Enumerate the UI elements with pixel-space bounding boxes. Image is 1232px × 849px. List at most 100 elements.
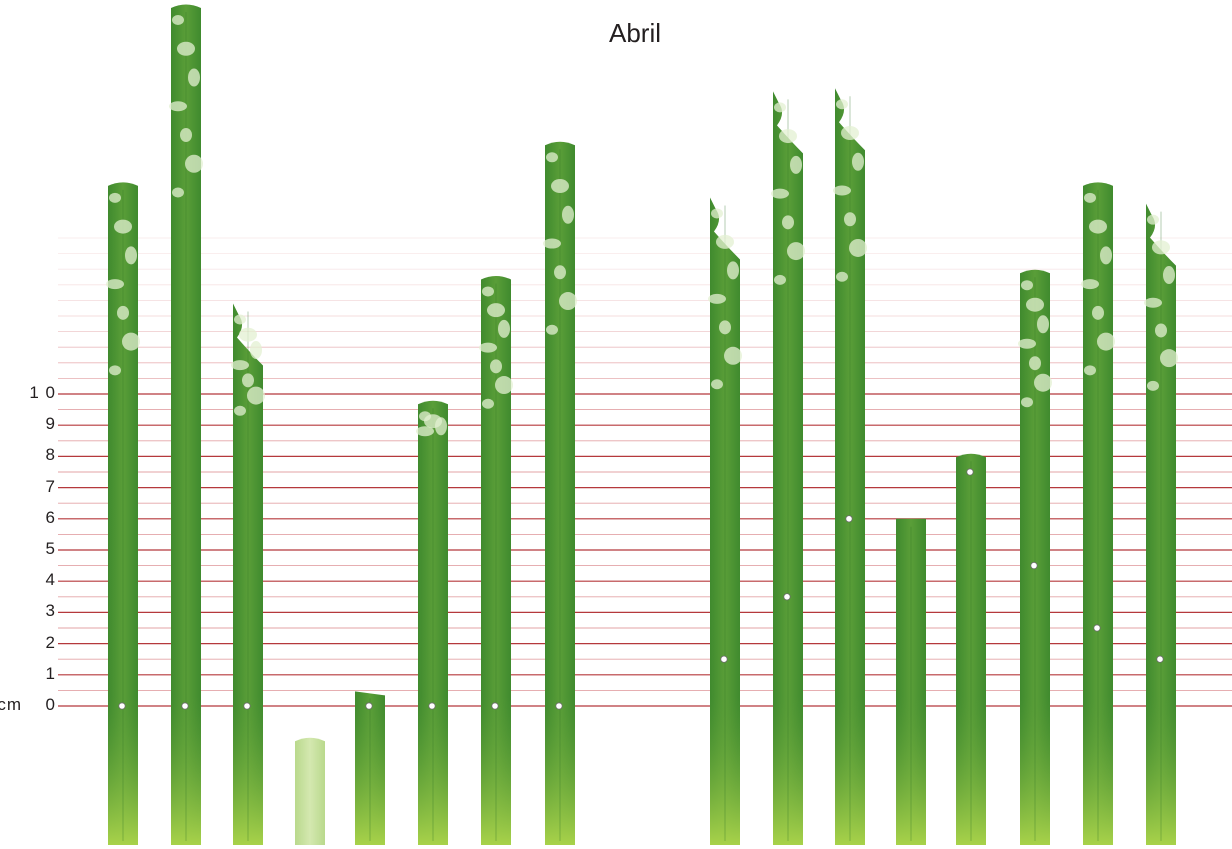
- leaf-spot: [1021, 280, 1033, 291]
- leaf-spot: [833, 185, 851, 196]
- leaf-spot: [790, 155, 802, 174]
- leaf-spot: [1089, 219, 1107, 234]
- leaf-spot: [490, 359, 502, 374]
- leaf-marker: [181, 702, 189, 710]
- leaf-spot: [719, 320, 731, 335]
- leaf-marker: [845, 515, 853, 523]
- leaf-spot: [242, 373, 254, 388]
- leaf-spot: [551, 179, 569, 194]
- leaf-base: [1146, 696, 1176, 845]
- leaf-base: [896, 696, 926, 845]
- leaf-marker: [1030, 561, 1038, 570]
- leaf-bar: [295, 737, 325, 845]
- leaf-base: [545, 696, 575, 845]
- leaf-spot: [554, 265, 566, 280]
- leaf-bar: [708, 197, 742, 845]
- leaf-base: [418, 696, 448, 845]
- leaf-bar: [956, 453, 986, 845]
- leaf-marker: [1156, 655, 1164, 663]
- leaf-spot: [1026, 297, 1044, 312]
- leaf-bar: [169, 4, 203, 845]
- leaf-bar: [106, 182, 140, 846]
- leaf-spot: [495, 376, 513, 395]
- leaf-spot: [559, 292, 577, 311]
- leaf-spot: [711, 208, 723, 219]
- leaf-spot: [1147, 380, 1159, 391]
- leaf-spot: [1144, 297, 1162, 308]
- leaf-spot: [1084, 365, 1096, 376]
- leaf-spot: [1160, 349, 1178, 368]
- leaf-spot: [543, 238, 561, 249]
- leaf-spot: [1037, 315, 1049, 334]
- y-tick-label: 5: [45, 539, 56, 558]
- leaf-spot: [1034, 373, 1052, 392]
- leaf-base: [171, 696, 201, 845]
- leaf-spot: [234, 405, 246, 416]
- y-tick-label: 1: [45, 663, 56, 683]
- leaf-spot: [1092, 305, 1104, 320]
- leaf-spot: [716, 234, 734, 249]
- leaf-base: [481, 696, 511, 845]
- leaf-spot: [498, 319, 510, 338]
- leaf-spot: [1097, 332, 1115, 351]
- y-tick-label: 3: [45, 601, 56, 621]
- y-tick-label: 9: [45, 414, 56, 434]
- leaf-spot: [109, 192, 121, 203]
- leaf-bar: [231, 303, 265, 845]
- leaf-spot: [1100, 246, 1112, 265]
- chart-title: Abril: [608, 18, 661, 48]
- leaf-spot: [1147, 214, 1159, 225]
- leaf-spot: [727, 261, 739, 280]
- leaf-bar: [1081, 182, 1115, 846]
- leaf-spot: [562, 205, 574, 224]
- leaf-base: [956, 696, 986, 845]
- leaf-spot: [1084, 192, 1096, 203]
- leaf-base: [710, 696, 740, 845]
- leaf-bar: [1144, 203, 1178, 845]
- leaf-spot: [779, 129, 797, 144]
- leaf-spot: [106, 279, 124, 290]
- leaf-spot: [185, 154, 203, 173]
- leaf-spot: [250, 340, 262, 359]
- leaf-spot: [109, 365, 121, 376]
- leaf-spot: [125, 246, 137, 265]
- leaf-spot: [416, 426, 434, 437]
- y-tick-label: 4: [45, 570, 56, 590]
- leaf-bar: [896, 518, 926, 845]
- leaf-base: [355, 696, 385, 845]
- leaf-spot: [1029, 356, 1041, 371]
- leaf-spot: [771, 188, 789, 199]
- leaf-spot: [774, 102, 786, 113]
- leaf-spot: [724, 346, 742, 365]
- leaf-base: [773, 696, 803, 845]
- leaf-marker: [365, 702, 373, 710]
- y-tick-label: 1 0: [29, 383, 56, 402]
- leaf-spot: [852, 152, 864, 171]
- leaf-spot: [172, 15, 184, 25]
- leaf-spot: [487, 303, 505, 318]
- leaf-marker: [118, 702, 126, 710]
- leaf-spot: [836, 271, 848, 282]
- leaf-marker: [966, 468, 974, 476]
- leaf-body: [295, 737, 325, 845]
- leaf-spot: [122, 332, 140, 351]
- leaf-spot: [117, 305, 129, 320]
- leaf-bar: [771, 91, 805, 846]
- leaf-spot: [239, 327, 257, 342]
- leaf-spot: [1021, 397, 1033, 408]
- leaf-spot: [188, 68, 200, 87]
- leaf-spot: [114, 219, 132, 234]
- leaf-marker: [1093, 624, 1101, 632]
- leaf-spot: [1155, 323, 1167, 338]
- leaf-body: [171, 4, 201, 845]
- y-tick-label: 6: [45, 507, 56, 527]
- leaf-spot: [849, 238, 867, 257]
- leaf-spot: [482, 398, 494, 409]
- leaf-bar: [1018, 269, 1052, 845]
- y-tick-label: 0: [45, 695, 56, 714]
- leaf-spot: [177, 41, 195, 56]
- leaf-marker: [720, 655, 728, 663]
- leaf-spot: [711, 379, 723, 390]
- leaf-marker: [783, 593, 791, 601]
